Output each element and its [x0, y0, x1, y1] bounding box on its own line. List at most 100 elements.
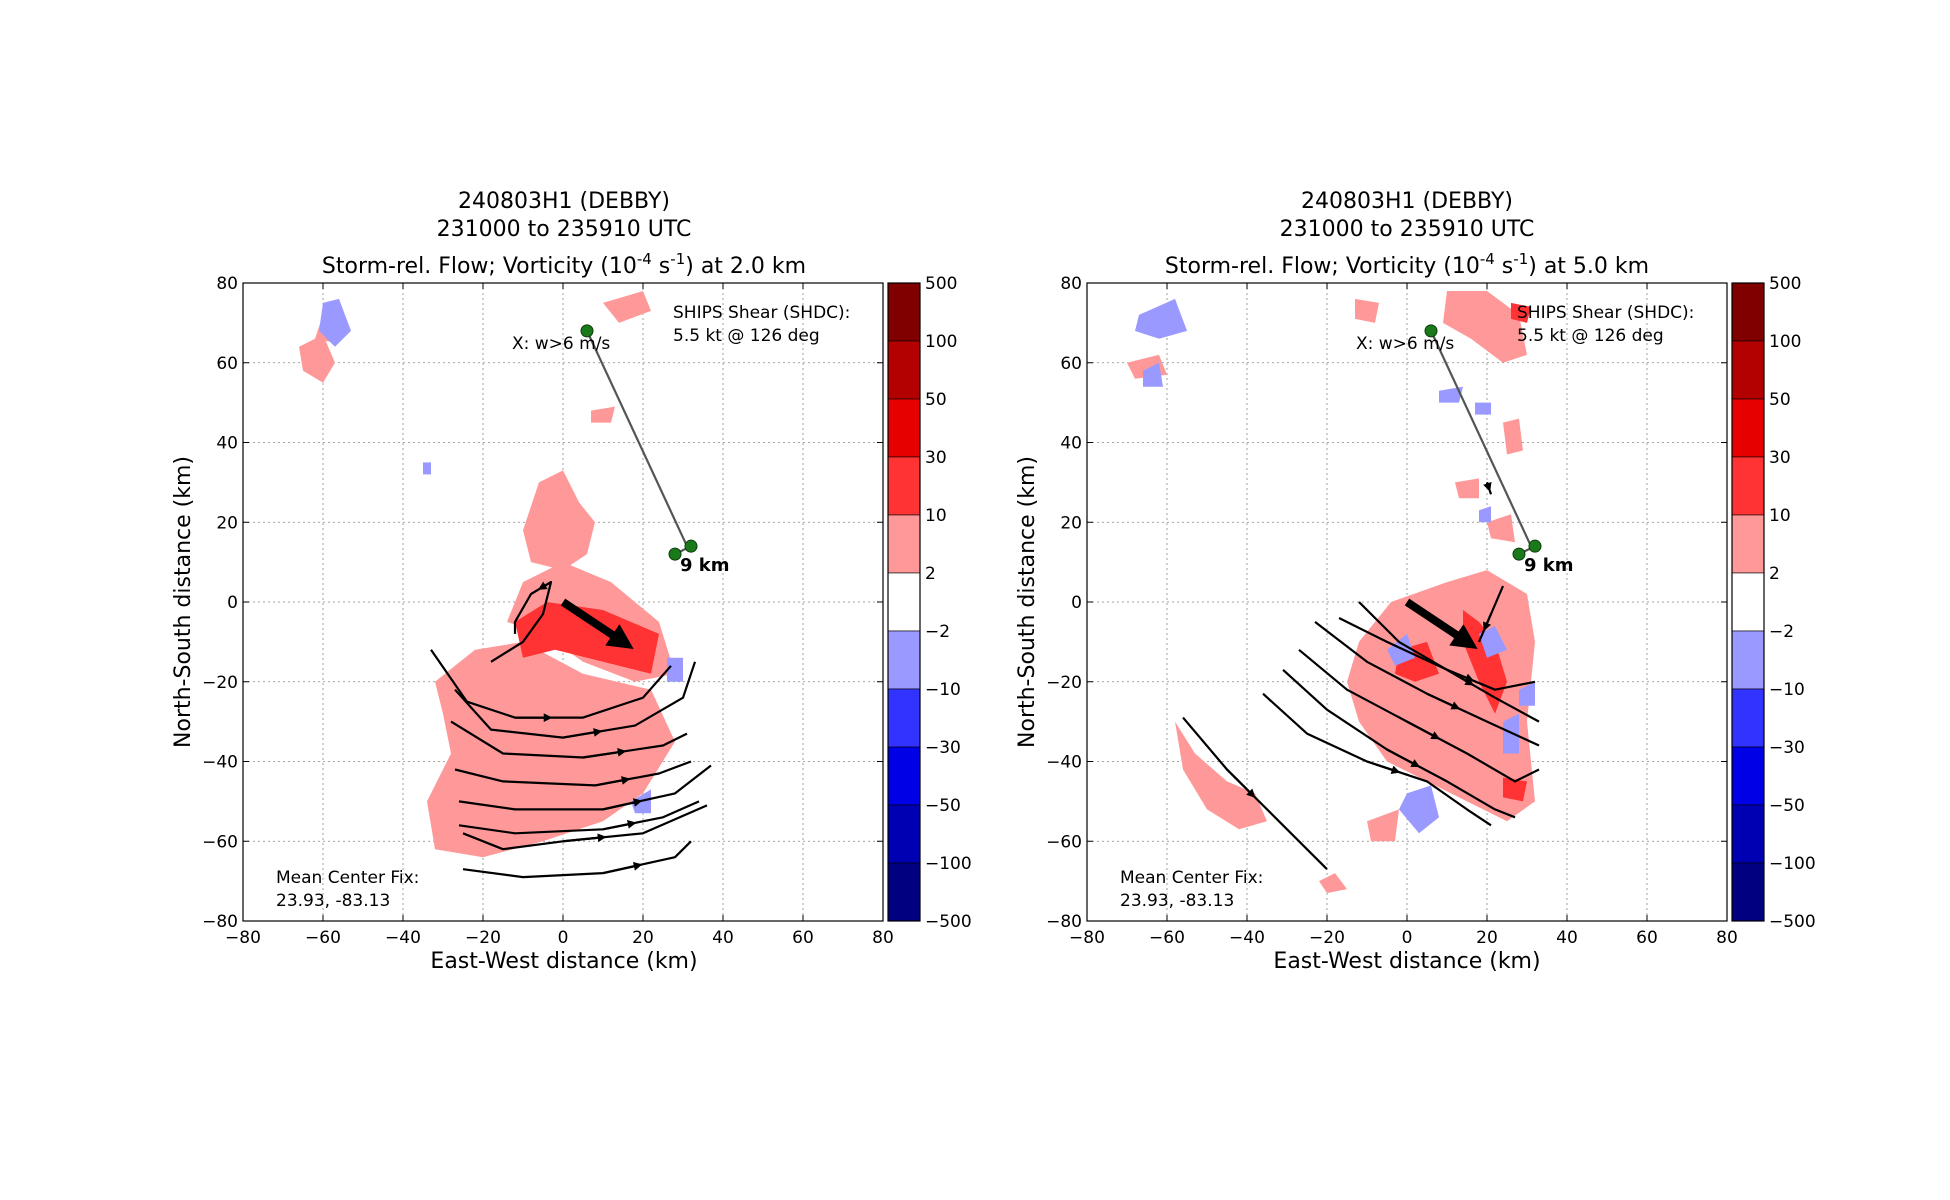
- y-tick-label: 0: [1071, 593, 1082, 613]
- panel-title-line3: Storm-rel. Flow; Vorticity (10-4 s-1) at…: [1165, 250, 1649, 279]
- colorbar-label: 30: [925, 448, 947, 468]
- colorbar-segment: [1731, 514, 1765, 574]
- colorbar-label: 50: [1769, 390, 1791, 410]
- title3-sup1: -4: [1480, 250, 1495, 268]
- colorbar-segment: [1731, 862, 1765, 922]
- colorbar-segment: [887, 688, 921, 748]
- x-axis-label: East-West distance (km): [1273, 949, 1540, 974]
- x-tick-label: −80: [225, 928, 261, 948]
- colorbar-segment: [1731, 340, 1765, 400]
- tilt-point: [684, 539, 698, 553]
- x-tick-label: −80: [1069, 928, 1105, 948]
- title3-sup1: -4: [637, 250, 652, 268]
- y-tick-label: −20: [202, 673, 238, 693]
- positive-vorticity-region: [1455, 478, 1479, 499]
- streamline-arrow: [562, 728, 603, 739]
- x-tick-label: −40: [1229, 928, 1265, 948]
- streamline-arrow: [582, 747, 627, 759]
- y-tick-label: −80: [202, 912, 238, 932]
- x-tick-label: 40: [1556, 928, 1578, 948]
- streamline: [1314, 621, 1540, 747]
- shear-text-line1: SHIPS Shear (SHDC):: [673, 303, 850, 323]
- positive-vorticity-region: [603, 291, 651, 323]
- y-axis-label: North-South distance (km): [1015, 456, 1040, 748]
- colorbar-segment: [1731, 630, 1765, 690]
- streamline: [462, 804, 708, 851]
- strong-vorticity-region: [515, 602, 659, 674]
- shear-text-line1: SHIPS Shear (SHDC):: [1517, 303, 1694, 323]
- positive-vorticity-region: [1487, 514, 1515, 543]
- streamline-arrow: [1386, 748, 1421, 768]
- streamline-arrow: [1226, 768, 1256, 798]
- height-label: 9 km: [680, 555, 730, 576]
- colorbar-segment: [887, 282, 921, 342]
- center-fix-line1: Mean Center Fix:: [276, 868, 419, 888]
- y-tick-label: 40: [1060, 434, 1082, 454]
- colorbar-segment: [887, 456, 921, 516]
- positive-vorticity-region: [1319, 873, 1347, 894]
- panel-5km: 240803H1 (DEBBY) 231000 to 235910 UTC St…: [1015, 189, 1816, 974]
- tilt-point: [668, 547, 682, 561]
- positive-vorticity-region: [523, 470, 595, 571]
- tilt-point: [1512, 547, 1526, 561]
- title3-main: Storm-rel. Flow; Vorticity (10: [322, 254, 637, 279]
- colorbar: 500 100 50 30 10 2 −2 −10 −30 −50 −100 −500: [1731, 274, 1816, 932]
- colorbar-segment: [887, 514, 921, 574]
- colorbar-label: 30: [1769, 448, 1791, 468]
- y-tick-label: −40: [202, 753, 238, 773]
- colorbar-segment: [887, 340, 921, 400]
- colorbar-segment: [1731, 398, 1765, 458]
- y-tick-label: 40: [216, 434, 238, 454]
- streamline-arrow: [602, 798, 643, 811]
- x-tick-label: 80: [872, 928, 894, 948]
- positive-vorticity-region: [299, 334, 335, 383]
- x-tick-label: −60: [305, 928, 341, 948]
- colorbar-label: −500: [1769, 912, 1816, 932]
- negative-vorticity-region: [1399, 785, 1439, 834]
- w-label: X: w>6 m/s: [1356, 334, 1454, 354]
- colorbar-label: 500: [925, 274, 957, 294]
- title3-end: ) at 5.0 km: [1528, 254, 1649, 279]
- colorbar-segment: [1731, 572, 1765, 632]
- colorbar-label: 100: [1769, 332, 1801, 352]
- x-tick-label: −20: [1309, 928, 1345, 948]
- colorbar-label: 2: [1769, 564, 1780, 584]
- y-tick-label: 60: [216, 354, 238, 374]
- positive-vorticity-region: [1367, 809, 1399, 842]
- streamline: [458, 800, 700, 835]
- colorbar-segment: [887, 804, 921, 864]
- colorbar-label: −30: [925, 738, 961, 758]
- x-tick-label: 60: [792, 928, 814, 948]
- x-tick-label: 80: [1716, 928, 1738, 948]
- colorbar-label: −100: [925, 854, 972, 874]
- center-fix-line2: 23.93, -83.13: [276, 891, 390, 911]
- colorbar-label: −10: [925, 680, 961, 700]
- colorbar-label: 10: [1769, 506, 1791, 526]
- title3-end: ) at 2.0 km: [685, 254, 806, 279]
- negative-vorticity-region: [667, 657, 683, 682]
- center-fix-line1: Mean Center Fix:: [1120, 868, 1263, 888]
- positive-vorticity-region: [1175, 721, 1267, 830]
- colorbar-segment: [1731, 688, 1765, 748]
- colorbar-frame: [887, 282, 921, 922]
- streamline-arrow: [562, 833, 607, 843]
- colorbar-label: −10: [1769, 680, 1805, 700]
- title3-mid: s: [652, 254, 670, 279]
- streamlines: [430, 580, 712, 879]
- negative-vorticity-region: [1387, 633, 1415, 666]
- x-tick-label: 40: [712, 928, 734, 948]
- y-tick-label: 20: [216, 513, 238, 533]
- grid: [1087, 283, 1727, 921]
- strong-vorticity-region: [1503, 777, 1527, 802]
- negative-vorticity-region: [1439, 386, 1463, 403]
- y-tick-label: −80: [1046, 912, 1082, 932]
- colorbar-segment: [887, 398, 921, 458]
- x-tick-label: 0: [558, 928, 569, 948]
- colorbar-segment: [1731, 746, 1765, 806]
- negative-vorticity-region: [1479, 625, 1507, 658]
- positive-vorticity-region: [1355, 298, 1379, 323]
- colorbar-label: −2: [925, 622, 950, 642]
- w-label: X: w>6 m/s: [512, 334, 610, 354]
- colorbar-segment: [887, 862, 921, 922]
